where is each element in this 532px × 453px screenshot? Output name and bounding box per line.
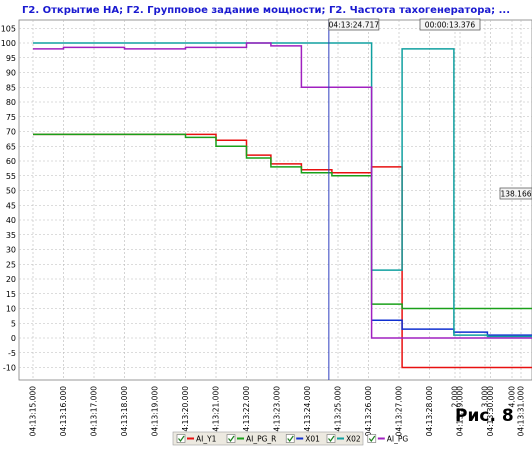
legend-label: X02: [346, 435, 361, 444]
x-tick-label: 04:13:19.000: [151, 386, 160, 437]
y-tick-label: 65: [6, 142, 16, 151]
checkmark-icon: [328, 435, 335, 443]
y-tick-label: 50: [6, 187, 16, 196]
y-tick-label: 80: [6, 98, 16, 107]
y-tick-label: 105: [1, 24, 16, 33]
legend-item-ai-pg[interactable]: AI_PG: [367, 434, 409, 444]
svg-text:138.166: 138.166: [500, 190, 531, 199]
y-axis-ticks: 1051009590858075706560555045403530252015…: [1, 24, 16, 372]
x-tick-label: 04:13:17.000: [90, 386, 99, 437]
x-tick-label: 04:13:29.000: [456, 386, 465, 437]
y-tick-label: 35: [6, 231, 16, 240]
checkmark-icon: [178, 435, 185, 443]
x-tick-label: 04:13:20.000: [181, 386, 190, 437]
x-tick-label: 04:13:31.000: [517, 386, 526, 437]
y-tick-label: 20: [6, 275, 16, 284]
x-tick-label: 04:13:21.000: [212, 386, 221, 437]
checkmark-icon: [228, 435, 235, 443]
y-tick-label: 45: [6, 201, 16, 210]
x-tick-label: 04:13:15.000: [29, 386, 38, 437]
legend-item-ai-y1[interactable]: AI_Y1: [176, 434, 217, 444]
y-tick-label: 0: [11, 334, 16, 343]
y-tick-label: 70: [6, 128, 16, 137]
x-tick-label: 4.000: [508, 386, 517, 408]
plot-area: [18, 19, 532, 381]
y-tick-label: -10: [3, 364, 16, 373]
legend-checkbox[interactable]: [326, 434, 336, 443]
cursor-label-box: [328, 18, 380, 31]
checkmark-icon: [368, 435, 376, 443]
y-tick-label: 40: [6, 216, 16, 225]
delta-time-box: 00:00:13.376: [419, 18, 481, 31]
legend-label: AI_Y1: [196, 435, 217, 444]
y-tick-label: 95: [6, 54, 16, 63]
legend-checkbox[interactable]: [176, 434, 186, 443]
series-line-ai-pg-r: [33, 133, 532, 310]
cursor-label: 04:13:24.717: [329, 21, 380, 30]
y-tick-label: 90: [6, 69, 16, 78]
checkmark-icon: [287, 435, 294, 443]
legend-item-x01[interactable]: X01: [285, 434, 320, 444]
legend-checkbox[interactable]: [367, 434, 377, 443]
chart-title: Г2. Открытие НА; Г2. Групповое задание м…: [22, 5, 510, 16]
cursor[interactable]: 04:13:24.717: [328, 18, 380, 380]
x-tick-label: 04:13:24.000: [303, 386, 312, 437]
legend: AI_Y1 AI_PG_R X01 X02 AI_PG: [172, 431, 409, 446]
y-tick-label: -5: [8, 349, 16, 358]
y-tick-label: 15: [6, 290, 16, 299]
y-tick-label: 85: [6, 83, 16, 92]
x-tick-label: 04:13:26.000: [364, 386, 373, 437]
x-tick-label: 3.000: [481, 386, 490, 408]
legend-item-ai-pg-r[interactable]: AI_PG_R: [226, 434, 276, 444]
x-tick-label: 04:13:30.000: [486, 386, 495, 437]
svg-text:00:00:13.376: 00:00:13.376: [425, 21, 476, 30]
y-tick-label: 55: [6, 172, 16, 181]
y-tick-label: 75: [6, 113, 16, 122]
x-tick-label: 2.000: [451, 386, 460, 408]
y-tick-label: 10: [6, 305, 16, 314]
series-lines: [33, 42, 532, 369]
x-tick-label: 04:13:23.000: [273, 386, 282, 437]
legend-checkbox[interactable]: [285, 434, 295, 443]
legend-label: AI_PG_R: [246, 435, 276, 444]
legend-item-x02[interactable]: X02: [326, 434, 361, 444]
figure-label: Рис. 8: [455, 406, 514, 426]
x-tick-label: 04:13:28.000: [425, 386, 434, 437]
x-axis-ticks: 04:13:15.000 04:13:16.000 04:13:17.000 04:1…: [29, 386, 526, 437]
legend-checkbox[interactable]: [226, 434, 236, 443]
x-tick-label: 04:13:18.000: [120, 386, 129, 437]
x-tick-label: 04:13:16.000: [59, 386, 68, 437]
legend-label: X01: [305, 435, 320, 444]
series-line-ai-pg: [33, 42, 532, 339]
x-tick-label: 04:13:27.000: [395, 386, 404, 437]
y-tick-label: 5: [11, 319, 16, 328]
legend-label: AI_PG: [387, 435, 409, 444]
series-line-x02: [33, 42, 532, 338]
y-tick-label: 100: [1, 39, 16, 48]
x-tick-label: 04:13:22.000: [242, 386, 251, 437]
y-tick-label: 25: [6, 260, 16, 269]
y-tick-label: 30: [6, 246, 16, 255]
value-readout-box: 138.166: [499, 187, 532, 200]
y-tick-label: 60: [6, 157, 16, 166]
x-tick-label: 04:13:25.000: [334, 386, 343, 437]
